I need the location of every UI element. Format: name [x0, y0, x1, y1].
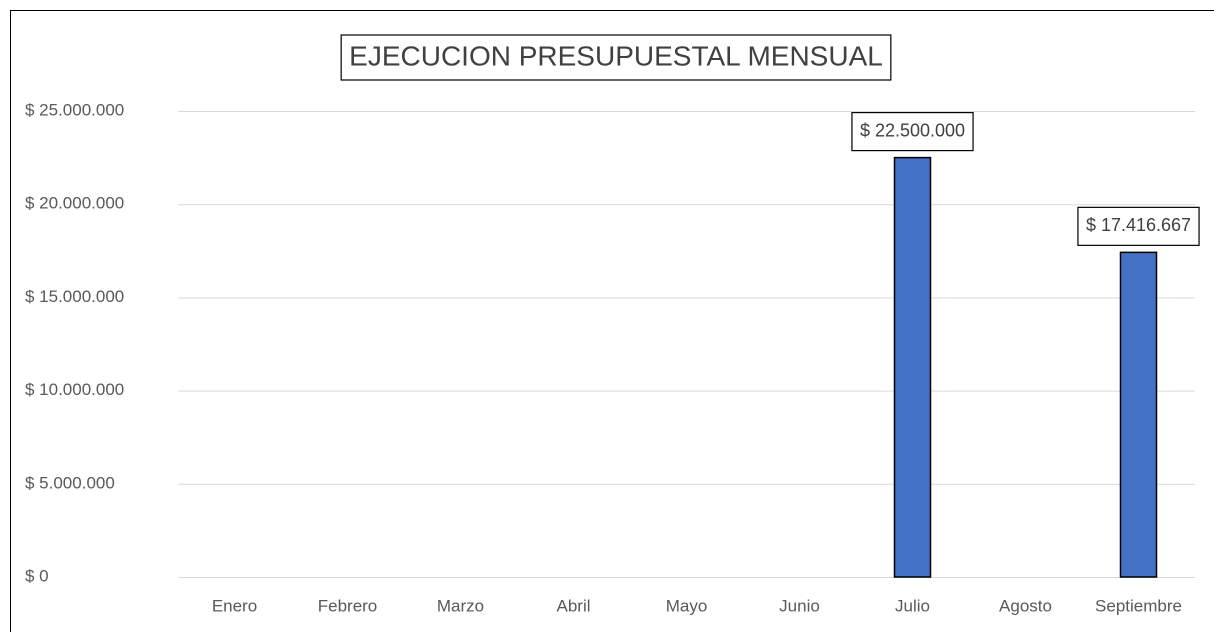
x-tick-label: Julio [895, 596, 930, 615]
y-tick-label: $ 10.000.000 [25, 380, 124, 399]
x-tick-label: Enero [212, 596, 257, 615]
x-tick-label: Agosto [999, 596, 1052, 615]
x-tick-label: Abril [556, 596, 590, 615]
data-label: $ 17.416.667 [1086, 215, 1191, 235]
data-label: $ 22.500.000 [860, 120, 965, 140]
chart-title: EJECUCION PRESUPUESTAL MENSUAL [349, 40, 883, 71]
y-tick-label: $ 0 [25, 566, 49, 585]
chart-border [10, 10, 1214, 632]
x-tick-label: Marzo [437, 596, 484, 615]
y-tick-label: $ 5.000.000 [25, 473, 115, 492]
x-tick-label: Febrero [318, 596, 378, 615]
data-label-box [1077, 206, 1200, 246]
bar [1119, 251, 1158, 578]
x-tick-label: Septiembre [1095, 596, 1182, 615]
x-tick-label: Junio [779, 596, 820, 615]
y-tick-label: $ 20.000.000 [25, 194, 124, 213]
bar [893, 156, 932, 578]
y-tick-label: $ 25.000.000 [25, 100, 124, 119]
x-tick-label: Mayo [666, 596, 708, 615]
data-label-box [851, 111, 974, 152]
title-box [340, 34, 892, 81]
y-tick-label: $ 15.000.000 [25, 287, 124, 306]
